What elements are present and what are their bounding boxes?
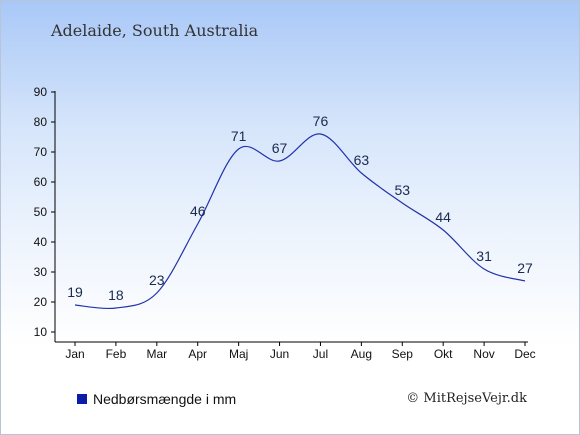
data-label: 63 — [354, 152, 370, 168]
legend: Nedbørsmængde i mm — [77, 391, 236, 407]
x-tick-label: Feb — [106, 347, 127, 361]
x-tick-label: Maj — [229, 347, 248, 361]
data-label: 67 — [272, 140, 288, 156]
legend-swatch — [77, 394, 87, 404]
y-tick-label: 90 — [34, 85, 48, 99]
y-tick-label: 30 — [34, 265, 48, 279]
x-tick-label: Jan — [65, 347, 84, 361]
series-line — [74, 133, 526, 310]
y-tick-label: 60 — [34, 175, 48, 189]
data-label: 76 — [313, 113, 329, 129]
copyright: © MitRejseVejr.dk — [406, 391, 527, 406]
x-tick-label: Okt — [434, 347, 453, 361]
y-tick-label: 50 — [34, 205, 48, 219]
y-tick-label: 40 — [34, 235, 48, 249]
x-tick-label: Mar — [146, 347, 167, 361]
x-tick-label: Aug — [351, 347, 372, 361]
x-tick-label: Dec — [514, 347, 535, 361]
x-tick-label: Jul — [313, 347, 328, 361]
data-label: 19 — [67, 284, 83, 300]
y-tick-label: 80 — [34, 115, 48, 129]
data-label: 71 — [231, 128, 247, 144]
data-label: 31 — [476, 248, 492, 264]
y-tick-label: 20 — [34, 295, 48, 309]
y-tick-label: 70 — [34, 145, 48, 159]
legend-label: Nedbørsmængde i mm — [93, 391, 237, 407]
data-label: 18 — [108, 287, 124, 303]
data-label: 44 — [435, 209, 451, 225]
x-tick-label: Jun — [270, 347, 289, 361]
chart-title: Adelaide, South Australia — [51, 21, 259, 40]
data-label: 23 — [149, 272, 165, 288]
data-label: 46 — [190, 203, 206, 219]
x-tick-label: Sep — [392, 347, 414, 361]
x-tick-label: Apr — [188, 347, 207, 361]
data-label: 27 — [517, 260, 533, 276]
x-tick-label: Nov — [473, 347, 494, 361]
y-tick-label: 10 — [34, 325, 48, 339]
data-label: 53 — [394, 182, 410, 198]
